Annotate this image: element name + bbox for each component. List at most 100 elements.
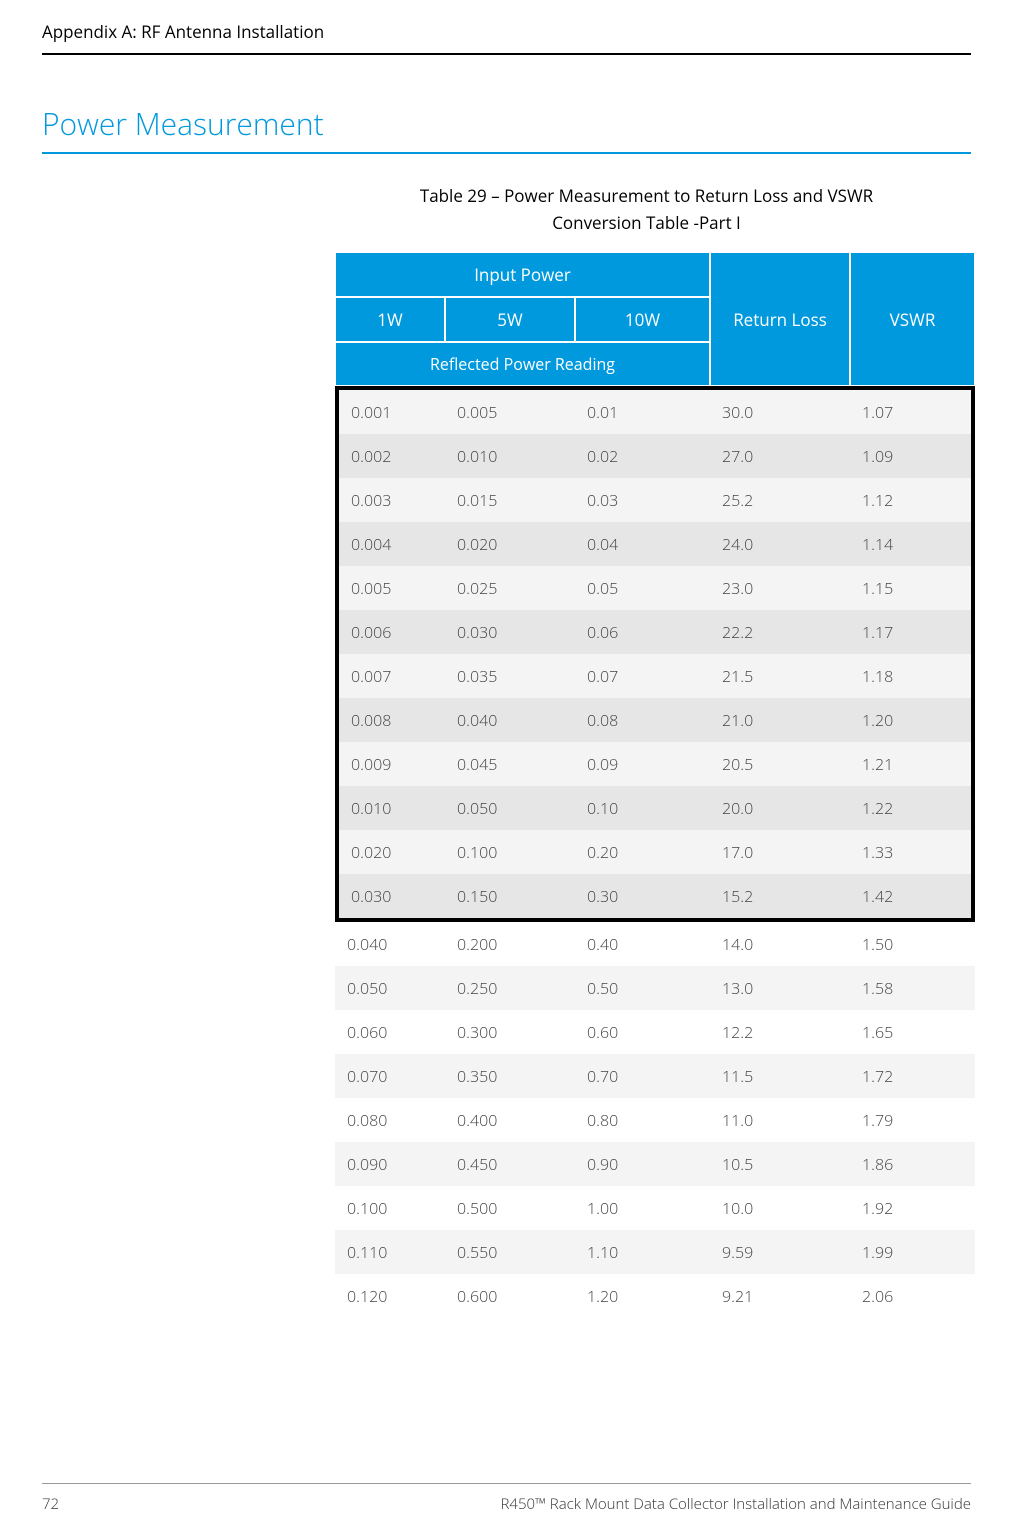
- table-row: 0.0200.1000.2017.01.33: [335, 830, 975, 874]
- table-cell: 0.004: [335, 522, 445, 566]
- table-row: 0.0090.0450.0920.51.21: [335, 742, 975, 786]
- header-10w: 10W: [575, 297, 710, 342]
- table-cell: 9.21: [710, 1274, 850, 1318]
- header-reflected: Reflected Power Reading: [335, 342, 710, 386]
- table-cell: 1.58: [850, 966, 975, 1010]
- table-cell: 0.030: [445, 610, 575, 654]
- table-cell: 0.050: [335, 966, 445, 1010]
- table-cell: 0.400: [445, 1098, 575, 1142]
- footer-divider: [42, 1483, 971, 1484]
- table-cell: 1.00: [575, 1186, 710, 1230]
- table-cell: 0.90: [575, 1142, 710, 1186]
- table-cell: 1.21: [850, 742, 975, 786]
- table-cell: 10.0: [710, 1186, 850, 1230]
- table-cell: 0.20: [575, 830, 710, 874]
- table-cell: 1.92: [850, 1186, 975, 1230]
- section-title: Power Measurement: [42, 103, 971, 154]
- table-cell: 0.008: [335, 698, 445, 742]
- table-cell: 0.025: [445, 566, 575, 610]
- table-row: 0.0050.0250.0523.01.15: [335, 566, 975, 610]
- table-cell: 0.110: [335, 1230, 445, 1274]
- table-header: Input Power Return Loss VSWR 1W 5W 10W R…: [335, 252, 975, 386]
- appendix-header: Appendix A: RF Antenna Installation: [42, 20, 971, 53]
- table-cell: 0.300: [445, 1010, 575, 1054]
- table-cell: 0.003: [335, 478, 445, 522]
- table-row: 0.0300.1500.3015.21.42: [335, 874, 975, 922]
- table-cell: 23.0: [710, 566, 850, 610]
- table-cell: 0.60: [575, 1010, 710, 1054]
- table-cell: 9.59: [710, 1230, 850, 1274]
- header-return-loss: Return Loss: [710, 252, 850, 386]
- table-row: 0.0070.0350.0721.51.18: [335, 654, 975, 698]
- table-cell: 21.5: [710, 654, 850, 698]
- power-measurement-table-container: Input Power Return Loss VSWR 1W 5W 10W R…: [335, 252, 975, 1318]
- table-cell: 0.50: [575, 966, 710, 1010]
- table-cell: 1.79: [850, 1098, 975, 1142]
- table-cell: 0.090: [335, 1142, 445, 1186]
- table-cell: 0.001: [335, 386, 445, 434]
- table-cell: 21.0: [710, 698, 850, 742]
- table-cell: 1.09: [850, 434, 975, 478]
- page-number: 72: [42, 1494, 59, 1514]
- table-cell: 0.030: [335, 874, 445, 922]
- table-cell: 1.99: [850, 1230, 975, 1274]
- table-cell: 14.0: [710, 922, 850, 966]
- table-cell: 27.0: [710, 434, 850, 478]
- table-row: 0.0100.0500.1020.01.22: [335, 786, 975, 830]
- table-cell: 1.65: [850, 1010, 975, 1054]
- table-cell: 0.007: [335, 654, 445, 698]
- table-cell: 0.09: [575, 742, 710, 786]
- table-cell: 0.250: [445, 966, 575, 1010]
- table-row: 0.0600.3000.6012.21.65: [335, 1010, 975, 1054]
- table-cell: 24.0: [710, 522, 850, 566]
- table-caption-line2: Conversion Table -Part I: [322, 209, 971, 236]
- table-cell: 15.2: [710, 874, 850, 922]
- table-cell: 0.350: [445, 1054, 575, 1098]
- table-cell: 0.80: [575, 1098, 710, 1142]
- table-row: 0.0040.0200.0424.01.14: [335, 522, 975, 566]
- table-cell: 0.020: [335, 830, 445, 874]
- table-row: 0.1000.5001.0010.01.92: [335, 1186, 975, 1230]
- table-row: 0.0900.4500.9010.51.86: [335, 1142, 975, 1186]
- table-cell: 1.15: [850, 566, 975, 610]
- table-cell: 1.42: [850, 874, 975, 922]
- table-cell: 25.2: [710, 478, 850, 522]
- table-cell: 22.2: [710, 610, 850, 654]
- table-cell: 1.17: [850, 610, 975, 654]
- table-cell: 1.72: [850, 1054, 975, 1098]
- table-cell: 0.009: [335, 742, 445, 786]
- table-cell: 0.005: [445, 386, 575, 434]
- table-cell: 0.01: [575, 386, 710, 434]
- table-cell: 1.33: [850, 830, 975, 874]
- table-cell: 0.015: [445, 478, 575, 522]
- header-vswr: VSWR: [850, 252, 975, 386]
- table-cell: 1.20: [850, 698, 975, 742]
- table-cell: 0.002: [335, 434, 445, 478]
- header-1w: 1W: [335, 297, 445, 342]
- table-cell: 0.150: [445, 874, 575, 922]
- table-cell: 0.08: [575, 698, 710, 742]
- header-input-power: Input Power: [335, 252, 710, 297]
- table-row: 0.0010.0050.0130.01.07: [335, 386, 975, 434]
- table-cell: 0.450: [445, 1142, 575, 1186]
- table-caption-line1: Table 29 – Power Measurement to Return L…: [322, 182, 971, 209]
- table-cell: 0.050: [445, 786, 575, 830]
- table-cell: 0.500: [445, 1186, 575, 1230]
- table-row: 0.0030.0150.0325.21.12: [335, 478, 975, 522]
- table-cell: 0.30: [575, 874, 710, 922]
- table-row: 0.1200.6001.209.212.06: [335, 1274, 975, 1318]
- table-cell: 0.02: [575, 434, 710, 478]
- table-cell: 0.550: [445, 1230, 575, 1274]
- table-cell: 1.18: [850, 654, 975, 698]
- table-cell: 0.05: [575, 566, 710, 610]
- table-cell: 30.0: [710, 386, 850, 434]
- table-row: 0.0800.4000.8011.01.79: [335, 1098, 975, 1142]
- table-cell: 0.020: [445, 522, 575, 566]
- table-cell: 1.14: [850, 522, 975, 566]
- table-cell: 13.0: [710, 966, 850, 1010]
- table-row: 0.0020.0100.0227.01.09: [335, 434, 975, 478]
- table-body: 0.0010.0050.0130.01.070.0020.0100.0227.0…: [335, 386, 975, 1318]
- table-row: 0.0400.2000.4014.01.50: [335, 922, 975, 966]
- table-cell: 0.70: [575, 1054, 710, 1098]
- table-cell: 0.40: [575, 922, 710, 966]
